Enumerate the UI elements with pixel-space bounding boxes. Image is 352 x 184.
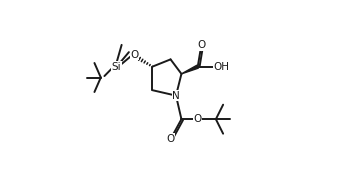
Text: N: N <box>172 91 180 101</box>
Text: O: O <box>166 134 175 144</box>
Polygon shape <box>181 65 199 74</box>
Text: Si: Si <box>111 62 121 72</box>
Text: O: O <box>130 50 138 60</box>
Text: O: O <box>194 114 202 124</box>
Text: O: O <box>197 40 206 50</box>
Text: OH: OH <box>214 62 230 72</box>
